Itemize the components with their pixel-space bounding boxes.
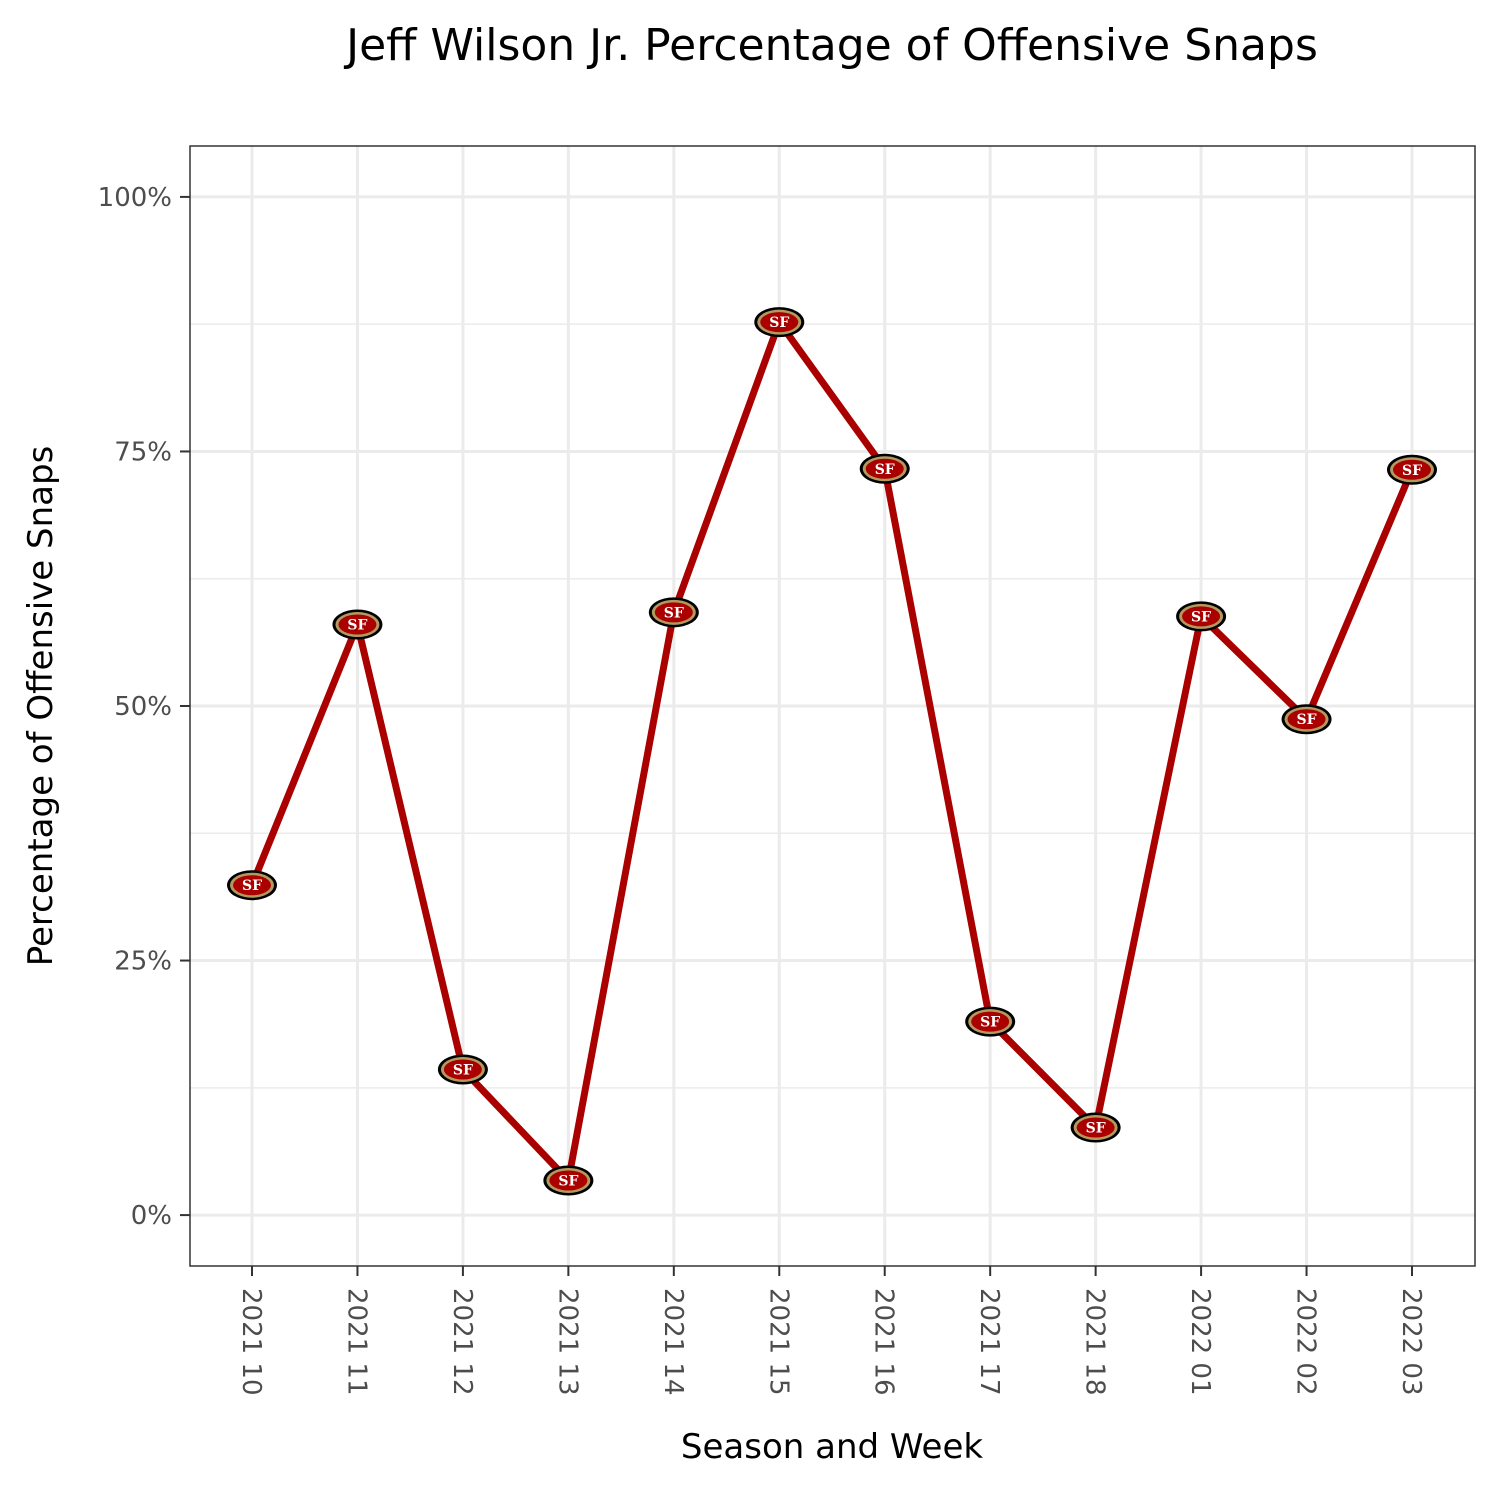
logo-fill-icon xyxy=(971,1011,1010,1032)
x-tick-label: 2021 10 xyxy=(236,1288,266,1396)
x-tick-label: 2021 14 xyxy=(658,1288,688,1396)
data-point: SF xyxy=(859,453,910,484)
x-tick-label: 2021 18 xyxy=(1080,1288,1110,1396)
grid xyxy=(190,146,1475,1266)
snap-percentage-line xyxy=(248,314,1416,1188)
logo-text: SF xyxy=(1402,463,1422,479)
x-tick-label: 2021 13 xyxy=(552,1288,582,1396)
data-point: SF xyxy=(965,1006,1016,1037)
data-point: SF xyxy=(1070,1112,1121,1143)
logo-fill-icon xyxy=(443,1059,482,1080)
logo-text: SF xyxy=(980,1015,1000,1031)
y-axis: 0% 25% 50% 75% 100% xyxy=(98,183,190,1231)
data-point: SF xyxy=(648,597,699,628)
series-line xyxy=(248,314,1416,1188)
logo-text: SF xyxy=(1297,712,1317,728)
chart-title: Jeff Wilson Jr. Percentage of Offensive … xyxy=(343,20,1318,71)
y-tick-label: 0% xyxy=(131,1201,172,1231)
logo-text: SF xyxy=(664,605,684,621)
x-tick-label: 2021 17 xyxy=(974,1288,1004,1396)
logo-text: SF xyxy=(1191,609,1211,625)
x-tick-label: 2022 03 xyxy=(1396,1288,1426,1396)
x-tick-label: 2021 11 xyxy=(341,1288,371,1396)
logo-fill-icon xyxy=(1076,1117,1115,1138)
y-tick-label: 75% xyxy=(114,437,172,467)
data-point: SF xyxy=(754,307,805,338)
data-points: SF SF SF SF SF SF SF SF SF SF SF SF xyxy=(227,307,1437,1196)
logo-text: SF xyxy=(558,1173,578,1189)
logo-fill-icon xyxy=(760,312,799,333)
data-point: SF xyxy=(1281,704,1332,735)
y-tick-label: 100% xyxy=(98,183,172,213)
y-tick-label: 50% xyxy=(114,692,172,722)
logo-text: SF xyxy=(769,315,789,331)
x-axis: 2021 10 2021 11 2021 12 2021 13 2021 14 2021 … xyxy=(236,1266,1426,1396)
y-axis-title: Percentage of Offensive Snaps xyxy=(21,446,61,967)
logo-text: SF xyxy=(875,462,895,478)
y-tick-label: 25% xyxy=(114,947,172,977)
data-point: SF xyxy=(437,1054,488,1085)
x-tick-label: 2021 12 xyxy=(447,1288,477,1396)
logo-text: SF xyxy=(242,878,262,894)
data-point: SF xyxy=(1387,454,1437,485)
logo-fill-icon xyxy=(1287,709,1326,730)
logo-fill-icon xyxy=(549,1170,588,1191)
logo-fill-icon xyxy=(1182,606,1221,627)
logo-fill-icon xyxy=(654,602,693,623)
x-tick-label: 2021 16 xyxy=(869,1288,899,1396)
x-axis-title: Season and Week xyxy=(681,1427,983,1467)
logo-fill-icon xyxy=(865,458,904,479)
x-tick-label: 2021 15 xyxy=(763,1288,793,1396)
logo-fill-icon xyxy=(233,875,271,896)
logo-fill-icon xyxy=(1393,459,1431,480)
data-point: SF xyxy=(227,870,277,901)
logo-fill-icon xyxy=(338,614,377,635)
data-point: SF xyxy=(332,609,383,640)
logo-text: SF xyxy=(453,1062,473,1078)
logo-text: SF xyxy=(347,618,367,634)
x-tick-label: 2022 01 xyxy=(1185,1288,1215,1396)
data-point: SF xyxy=(543,1165,594,1196)
data-point: SF xyxy=(1176,601,1227,632)
logo-text: SF xyxy=(1086,1121,1106,1137)
x-tick-label: 2022 02 xyxy=(1291,1288,1321,1396)
